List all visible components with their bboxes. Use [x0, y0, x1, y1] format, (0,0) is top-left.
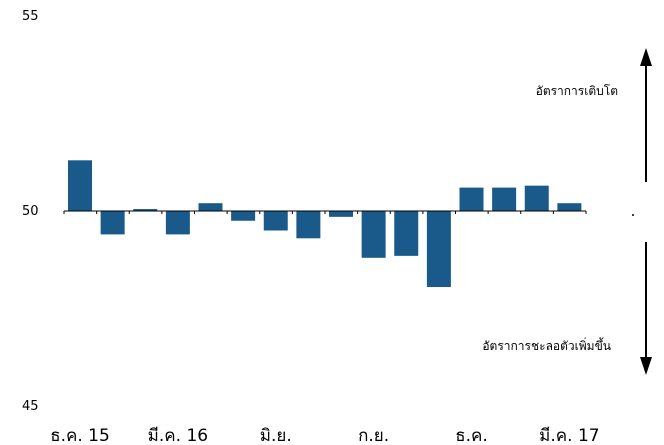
bar-1 — [100, 211, 125, 235]
bar-2 — [133, 209, 158, 211]
bar-3 — [165, 211, 190, 235]
bar-6 — [263, 211, 288, 231]
marker-dot — [632, 214, 634, 216]
x-tick-label: ธ.ค. 15 — [50, 426, 110, 445]
x-tick-label: ธ.ค. — [455, 426, 488, 445]
x-tick-label: มิ.ย. — [260, 426, 292, 445]
bar-7 — [296, 211, 321, 239]
arrow-up-icon — [640, 48, 652, 66]
bar-15 — [557, 203, 582, 211]
bar-4 — [198, 203, 223, 211]
bars-layer — [68, 160, 582, 288]
axis-layer: 55 50 45 ธ.ค. 15 มี.ค. 16 มิ.ย. ก.ย. ธ.ค. มี.ค. … — [22, 9, 600, 445]
x-tick-label: มี.ค. 17 — [539, 426, 599, 445]
y-tick-label: 55 — [22, 9, 39, 24]
y-tick-label: 45 — [22, 399, 39, 414]
bar-5 — [231, 211, 256, 221]
arrow-down-icon — [640, 357, 652, 375]
bar-10 — [394, 211, 419, 256]
y-tick-label: 50 — [22, 204, 39, 219]
bar-14 — [524, 185, 549, 211]
bar-11 — [426, 211, 451, 288]
bar-9 — [361, 211, 386, 258]
growth-annotation-label: อัตราการเติบโต — [536, 84, 618, 98]
x-tick-label: ก.ย. — [358, 426, 389, 445]
decline-annotation-label: อัตราการชะลอตัวเพิ่มขึ้น — [482, 337, 611, 353]
bar-8 — [329, 211, 353, 217]
bar-0 — [68, 160, 92, 211]
bar-13 — [492, 187, 517, 211]
x-tick-label: มี.ค. 16 — [148, 426, 208, 445]
bar-12 — [459, 187, 484, 211]
